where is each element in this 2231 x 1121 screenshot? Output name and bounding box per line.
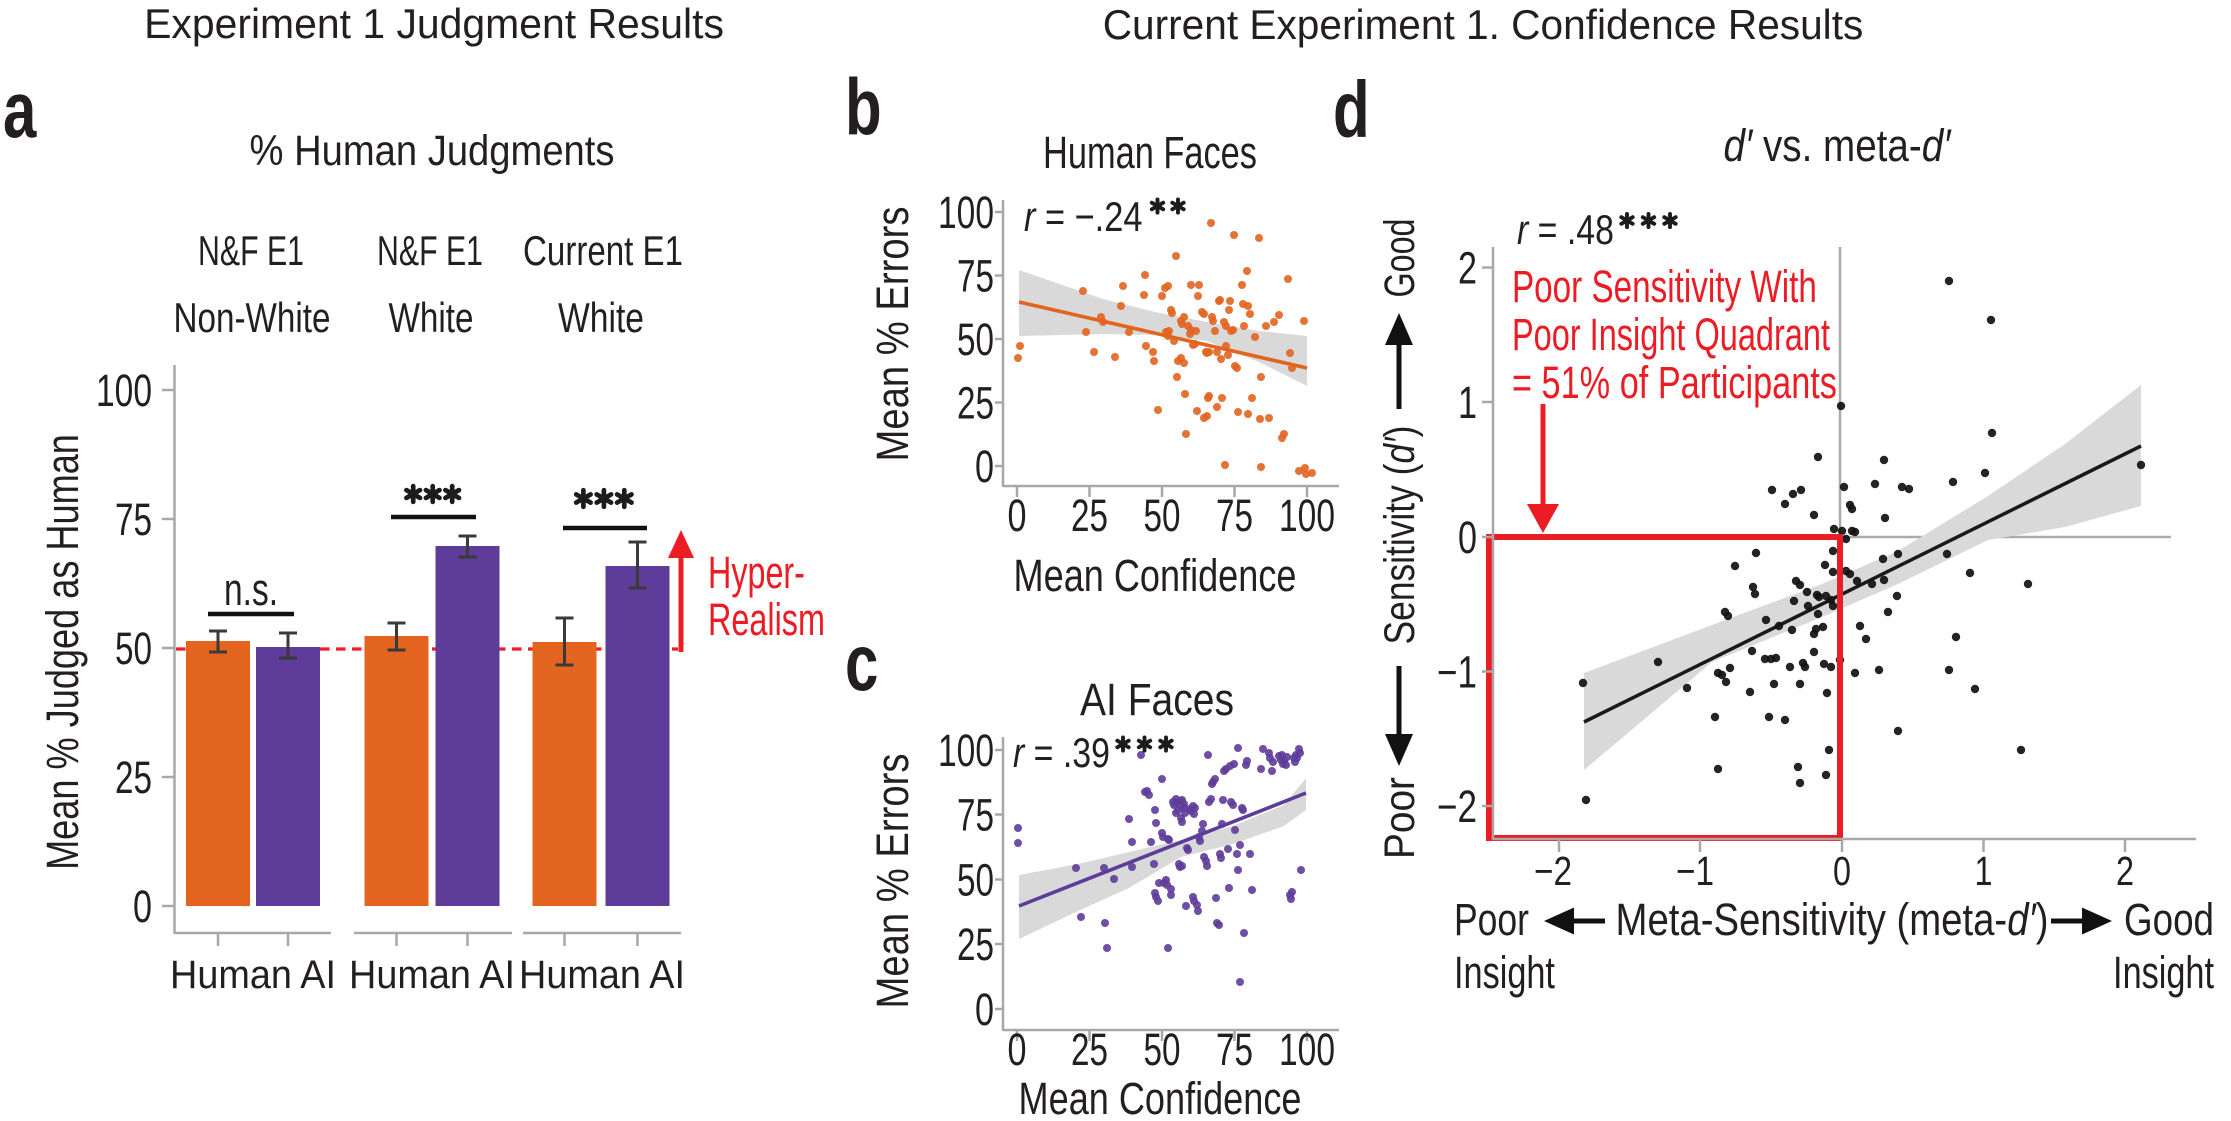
svg-text:Poor Sensitivity With: Poor Sensitivity With bbox=[1512, 262, 1817, 312]
svg-text:25: 25 bbox=[957, 920, 994, 970]
svg-text:= 51% of Participants: = 51% of Participants bbox=[1512, 359, 1837, 408]
svg-text:−2: −2 bbox=[1534, 848, 1572, 894]
svg-text:Experiment 1 Judgment Results: Experiment 1 Judgment Results bbox=[144, 0, 724, 47]
svg-text:0: 0 bbox=[1458, 514, 1477, 564]
svg-text:75: 75 bbox=[1216, 1025, 1253, 1075]
svg-text:Mean % Judged as Human: Mean % Judged as Human bbox=[37, 434, 88, 870]
svg-text:Insight: Insight bbox=[2113, 949, 2214, 999]
svg-text:d: d bbox=[1333, 65, 1370, 154]
svg-text:N&F E1: N&F E1 bbox=[198, 227, 304, 274]
svg-text:75: 75 bbox=[1216, 491, 1253, 541]
svg-text:Human Faces: Human Faces bbox=[1043, 129, 1257, 178]
svg-text:50: 50 bbox=[1144, 1025, 1181, 1075]
svg-text:50: 50 bbox=[957, 315, 994, 365]
svg-text:Mean % Errors: Mean % Errors bbox=[867, 754, 918, 1009]
svg-text:0: 0 bbox=[1833, 848, 1851, 894]
svg-text:Poor: Poor bbox=[1375, 777, 1423, 859]
svg-text:75: 75 bbox=[957, 791, 994, 841]
svg-text:−2: −2 bbox=[1437, 781, 1477, 832]
svg-text:Human AI: Human AI bbox=[519, 953, 685, 997]
svg-text:Good: Good bbox=[2124, 894, 2214, 944]
svg-text:% Human Judgments: % Human Judgments bbox=[250, 126, 615, 175]
svg-text:Human AI: Human AI bbox=[349, 953, 515, 997]
svg-text:Good: Good bbox=[1377, 219, 1424, 298]
svg-text:Current Experiment 1. Confiden: Current Experiment 1. Confidence Results bbox=[1103, 1, 1864, 48]
svg-text:Mean Confidence: Mean Confidence bbox=[1014, 550, 1297, 601]
svg-text:2: 2 bbox=[1458, 244, 1477, 294]
svg-text:Human AI: Human AI bbox=[170, 953, 336, 997]
svg-text:Realism: Realism bbox=[708, 596, 825, 645]
svg-text:−1: −1 bbox=[1676, 848, 1714, 894]
svg-text:AI Faces: AI Faces bbox=[1080, 674, 1234, 724]
svg-text:a: a bbox=[3, 65, 37, 154]
svg-text:Mean % Errors: Mean % Errors bbox=[867, 207, 918, 462]
svg-text:0: 0 bbox=[133, 883, 152, 933]
svg-text:Sensitivity (d′): Sensitivity (d′) bbox=[1376, 426, 1424, 645]
svg-text:r = .39: r = .39 bbox=[1013, 730, 1110, 777]
svg-text:100: 100 bbox=[1279, 491, 1335, 541]
svg-text:50: 50 bbox=[957, 856, 994, 906]
svg-text:Poor Insight Quadrant: Poor Insight Quadrant bbox=[1512, 310, 1830, 360]
svg-text:50: 50 bbox=[115, 624, 152, 674]
svg-text:0: 0 bbox=[1008, 1026, 1027, 1076]
svg-text:100: 100 bbox=[1279, 1025, 1335, 1075]
svg-text:100: 100 bbox=[96, 366, 152, 416]
svg-text:Meta-Sensitivity (meta-d′): Meta-Sensitivity (meta-d′) bbox=[1616, 894, 2049, 945]
svg-text:1: 1 bbox=[1975, 848, 1993, 894]
svg-text:Hyper-: Hyper- bbox=[708, 549, 805, 598]
svg-text:25: 25 bbox=[957, 379, 994, 429]
svg-text:Poor: Poor bbox=[1454, 894, 1529, 945]
svg-text:d′ vs. meta-d′: d′ vs. meta-d′ bbox=[1724, 120, 1953, 170]
svg-text:N&F E1: N&F E1 bbox=[377, 227, 483, 274]
svg-text:Mean Confidence: Mean Confidence bbox=[1019, 1073, 1302, 1121]
svg-text:0: 0 bbox=[975, 443, 994, 493]
svg-text:c: c bbox=[845, 618, 878, 707]
svg-text:75: 75 bbox=[957, 252, 994, 302]
svg-text:50: 50 bbox=[1144, 491, 1181, 541]
svg-text:100: 100 bbox=[938, 726, 994, 776]
svg-text:White: White bbox=[389, 295, 474, 342]
svg-text:1: 1 bbox=[1458, 379, 1477, 429]
svg-text:100: 100 bbox=[938, 188, 994, 238]
svg-text:−1: −1 bbox=[1437, 646, 1477, 697]
svg-text:White: White bbox=[558, 296, 644, 342]
svg-text:Insight: Insight bbox=[1454, 949, 1555, 999]
svg-text:25: 25 bbox=[1071, 491, 1108, 541]
svg-text:0: 0 bbox=[1008, 492, 1027, 542]
svg-text:0: 0 bbox=[975, 986, 994, 1036]
svg-text:25: 25 bbox=[1071, 1025, 1108, 1075]
svg-text:b: b bbox=[845, 62, 882, 151]
svg-text:25: 25 bbox=[115, 753, 152, 803]
svg-text:r = −.24: r = −.24 bbox=[1024, 194, 1142, 241]
svg-text:Non-White: Non-White bbox=[174, 295, 331, 342]
svg-text:r = .48: r = .48 bbox=[1517, 207, 1614, 254]
svg-text:n.s.: n.s. bbox=[224, 565, 278, 615]
svg-text:Current E1: Current E1 bbox=[523, 228, 683, 275]
svg-text:2: 2 bbox=[2116, 848, 2134, 894]
svg-text:75: 75 bbox=[115, 495, 152, 545]
